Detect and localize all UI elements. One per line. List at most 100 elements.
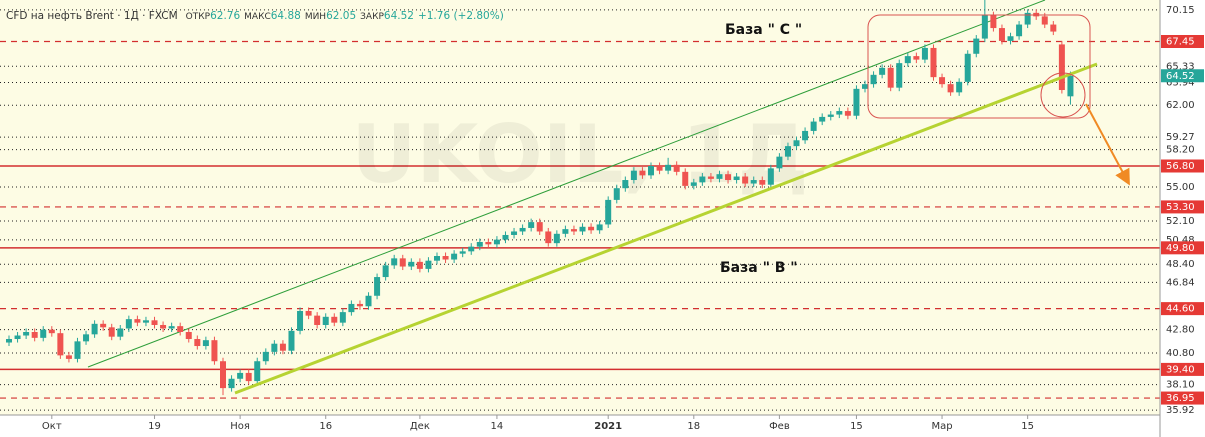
level-label-bg [1161, 391, 1204, 405]
trend-line [234, 62, 1098, 395]
candle-body [476, 241, 483, 247]
candle-body [468, 246, 475, 252]
y-tick-label: 58.20 [1166, 145, 1195, 156]
y-tick-label: 40.80 [1166, 348, 1195, 359]
candle-body [896, 63, 903, 88]
candle-body [630, 170, 637, 181]
candle-body [168, 326, 175, 329]
candle-body [1041, 16, 1048, 25]
candle-body [254, 361, 261, 382]
candle-body [998, 28, 1005, 41]
candle-body [930, 47, 937, 78]
candle-body [750, 180, 757, 184]
candle-body [48, 329, 55, 334]
field-value: 62.76 [210, 10, 240, 22]
x-tick-label: 14 [491, 421, 504, 432]
candle-body [228, 378, 235, 389]
candle-body [870, 74, 877, 85]
level-label: 39.40 [1166, 364, 1195, 375]
candle-body [160, 324, 167, 329]
candle-body [981, 15, 988, 39]
candle-body [108, 327, 115, 337]
x-tick-label: 19 [148, 421, 161, 432]
candle-body [365, 295, 372, 307]
field-value: 62.05 [326, 10, 356, 22]
zone-box [867, 14, 1091, 119]
candle-body [545, 231, 552, 244]
candle-body [279, 343, 286, 351]
level-label-bg [1161, 241, 1204, 255]
candle-body [990, 15, 997, 29]
candle-body [40, 329, 47, 338]
candle-body [519, 227, 526, 232]
y-tick-label: 70.15 [1166, 5, 1195, 16]
candle-body [570, 229, 577, 232]
field-label: МАКС [244, 12, 271, 22]
field-value: 64.88 [271, 10, 301, 22]
x-tick-label: 15 [850, 421, 863, 432]
candle-body [91, 323, 98, 335]
candle-body [14, 335, 21, 340]
level-label: 44.60 [1166, 304, 1195, 315]
candle-body [151, 320, 158, 325]
candle-body [142, 320, 149, 323]
candle-body [973, 38, 980, 54]
candle-body [237, 372, 244, 379]
candle-body [673, 164, 680, 172]
y-tick-label: 48.40 [1166, 259, 1195, 270]
candle-body [408, 261, 415, 267]
y-tick-label: 59.27 [1166, 132, 1195, 143]
candle-body [784, 146, 791, 157]
candle-body [862, 84, 868, 89]
x-tick-label: Дек [410, 421, 430, 432]
candle-body [425, 260, 432, 269]
candle-body [947, 84, 954, 93]
candle-body [921, 47, 928, 60]
candle-body [579, 226, 586, 232]
x-tick-label: 18 [687, 421, 700, 432]
candle-body [1050, 24, 1057, 32]
candle-body [1058, 44, 1065, 91]
level-label-bg [1161, 159, 1204, 173]
candle-body [725, 174, 732, 181]
y-tick-label: 46.84 [1166, 277, 1195, 288]
candle-body [904, 56, 911, 64]
field-label: ОТКР [186, 12, 211, 22]
candle-body [1007, 36, 1014, 41]
candle-body [622, 180, 629, 189]
y-tick-label: 50.48 [1166, 235, 1195, 246]
candle-body [31, 332, 38, 338]
candle-body [382, 265, 389, 278]
candle-body [23, 332, 30, 336]
candle-body [605, 199, 612, 225]
candle-body [434, 256, 440, 261]
candle-body [588, 226, 595, 231]
candle-body [964, 53, 971, 82]
forecast-arrow [1085, 103, 1130, 186]
candle-body [185, 332, 192, 340]
annotation: База " С " [725, 22, 802, 38]
candle-body [117, 328, 124, 337]
candle-body [716, 174, 723, 179]
candle-body [399, 258, 406, 267]
x-tick-label: Фев [769, 421, 790, 432]
candle-body [391, 258, 398, 266]
candle-body [459, 251, 466, 254]
candle-body [339, 312, 346, 323]
y-tick-label: 52.10 [1166, 216, 1195, 227]
candle-body [451, 253, 458, 260]
candle-body [485, 241, 492, 245]
field-label: ЗАКР [360, 12, 384, 22]
candle-body [827, 114, 834, 117]
candle-body [322, 316, 329, 325]
candle-body [220, 361, 226, 389]
candle-body [853, 88, 860, 116]
candle-body [553, 233, 560, 244]
y-tick-label: 63.94 [1166, 78, 1195, 89]
candle-body [879, 67, 886, 75]
x-tick-label: Ноя [230, 421, 250, 432]
candle-body [776, 156, 783, 169]
field-value: 64.52 [384, 10, 414, 22]
candle-body [297, 310, 304, 331]
